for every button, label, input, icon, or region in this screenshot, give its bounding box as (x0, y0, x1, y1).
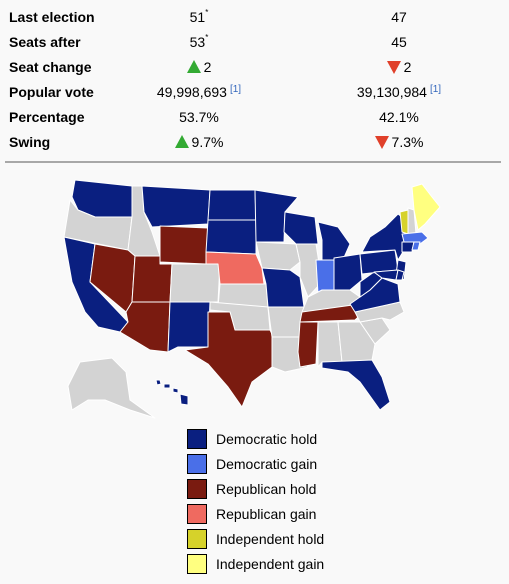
state-georgia[interactable] (337, 321, 376, 363)
row-percentage: Percentage 53.7% 42.1% (0, 105, 509, 130)
last-election-rep: 47 (391, 9, 407, 25)
label-seats-after: Seats after (9, 34, 81, 50)
legend-item: Independent gain (187, 553, 387, 578)
state-rhode-island[interactable] (411, 241, 421, 251)
label-seat-change: Seat change (9, 59, 92, 75)
legend-swatch (187, 529, 207, 549)
state-massachusetts[interactable] (401, 231, 429, 245)
label-popular-vote: Popular vote (9, 84, 94, 100)
last-election-dem: 51* (189, 8, 209, 25)
state-ohio[interactable] (333, 253, 363, 293)
us-results-map[interactable] (60, 172, 445, 420)
state-iowa[interactable] (255, 241, 301, 271)
seats-after-dem: 53* (189, 33, 209, 50)
legend-item: Republican gain (187, 503, 387, 528)
reference-link[interactable]: [1] (229, 84, 242, 95)
state-wisconsin[interactable] (283, 211, 319, 245)
row-popular-vote: Popular vote 49,998,693 [1] 39,130,984 [1] (0, 80, 509, 105)
swing-rep: 7.3% (334, 134, 464, 150)
row-swing: Swing 9.7% 7.3% (0, 130, 509, 155)
legend-label: Democratic hold (216, 431, 318, 447)
decrease-arrow-icon (374, 136, 389, 149)
legend-item: Democratic gain (187, 453, 387, 478)
row-seats-after: Seats after 53* 45 (0, 30, 509, 55)
state-west-virginia[interactable] (359, 271, 383, 298)
state-north-dakota[interactable] (207, 189, 257, 221)
seats-after-rep: 45 (391, 34, 407, 50)
legend-item: Independent hold (187, 528, 387, 553)
legend-swatch (187, 454, 207, 474)
state-arizona[interactable] (119, 301, 171, 353)
state-texas[interactable] (184, 311, 276, 408)
state-florida[interactable] (321, 359, 391, 411)
state-hawaii[interactable] (155, 379, 189, 406)
decrease-arrow-icon (386, 61, 401, 74)
label-last-election: Last election (9, 9, 95, 25)
state-connecticut[interactable] (401, 241, 415, 253)
hawaii-island (155, 379, 162, 386)
legend-swatch (187, 554, 207, 574)
hawaii-island (179, 393, 189, 406)
row-seat-change: Seat change 2 2 (0, 55, 509, 80)
state-wyoming[interactable] (159, 225, 209, 265)
increase-arrow-icon (186, 60, 201, 73)
state-maine[interactable] (411, 183, 441, 231)
seat-change-dem: 2 (134, 59, 264, 75)
state-indiana[interactable] (315, 259, 335, 295)
reference-link[interactable]: [1] (429, 84, 442, 95)
hawaii-island (172, 387, 179, 394)
state-south-dakota[interactable] (205, 219, 257, 255)
state-arkansas[interactable] (267, 306, 305, 338)
percentage-dem: 53.7% (179, 109, 219, 125)
row-last-election: Last election 51* 47 (0, 5, 509, 30)
legend-swatch (187, 429, 207, 449)
label-swing: Swing (9, 134, 51, 150)
legend-swatch (187, 504, 207, 524)
state-mississippi[interactable] (297, 321, 319, 368)
legend-label: Independent hold (216, 531, 325, 547)
seat-change-rep: 2 (334, 59, 464, 75)
legend-label: Independent gain (216, 556, 325, 572)
legend-item: Republican hold (187, 478, 387, 503)
legend-item: Democratic hold (187, 428, 387, 453)
footnote-mark: * (205, 33, 209, 42)
percentage-rep: 42.1% (379, 109, 419, 125)
state-missouri[interactable] (261, 267, 305, 308)
state-delaware[interactable] (395, 269, 405, 281)
footnote-mark: * (205, 8, 209, 17)
state-alaska[interactable] (67, 357, 156, 419)
legend-label: Democratic gain (216, 456, 318, 472)
state-colorado[interactable] (169, 263, 221, 303)
popular-vote-rep: 39,130,984 [1] (356, 84, 442, 100)
hawaii-island (163, 383, 171, 389)
section-divider (5, 161, 501, 163)
increase-arrow-icon (174, 135, 189, 148)
state-new-mexico[interactable] (167, 301, 211, 353)
label-percentage: Percentage (9, 109, 85, 125)
legend-swatch (187, 479, 207, 499)
popular-vote-dem: 49,998,693 [1] (156, 84, 242, 100)
legend-label: Republican hold (216, 481, 317, 497)
state-montana[interactable] (141, 185, 211, 228)
swing-dem: 9.7% (134, 134, 264, 150)
state-utah[interactable] (131, 255, 173, 303)
legend-label: Republican gain (216, 506, 317, 522)
